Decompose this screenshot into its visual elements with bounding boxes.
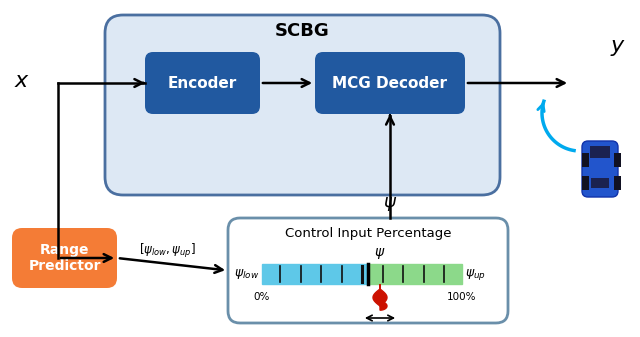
Bar xyxy=(614,153,621,167)
FancyBboxPatch shape xyxy=(145,52,260,114)
FancyBboxPatch shape xyxy=(12,228,117,288)
Polygon shape xyxy=(373,284,387,310)
FancyBboxPatch shape xyxy=(228,218,508,323)
Text: $\psi_{low}$: $\psi_{low}$ xyxy=(234,267,259,281)
Bar xyxy=(582,153,589,167)
Bar xyxy=(591,178,609,188)
Text: $y$: $y$ xyxy=(610,38,626,58)
Text: SCBG: SCBG xyxy=(275,22,330,40)
Text: $\psi$: $\psi$ xyxy=(383,195,397,213)
Text: $\psi$: $\psi$ xyxy=(374,246,386,261)
Bar xyxy=(368,264,462,284)
Bar xyxy=(614,176,621,190)
Bar xyxy=(590,146,610,158)
Text: 100%: 100% xyxy=(447,292,477,302)
FancyBboxPatch shape xyxy=(105,15,500,195)
Text: $\psi_{up}$: $\psi_{up}$ xyxy=(465,267,486,281)
Bar xyxy=(262,264,368,284)
Text: $[\psi_{low},\psi_{up}]$: $[\psi_{low},\psi_{up}]$ xyxy=(139,243,196,261)
FancyBboxPatch shape xyxy=(582,141,618,197)
Bar xyxy=(582,176,589,190)
Text: Encoder: Encoder xyxy=(168,75,237,91)
Text: 0%: 0% xyxy=(254,292,270,302)
FancyBboxPatch shape xyxy=(315,52,465,114)
Text: MCG Decoder: MCG Decoder xyxy=(333,75,447,91)
Text: Range
Predictor: Range Predictor xyxy=(28,243,100,273)
Text: Control Input Percentage: Control Input Percentage xyxy=(285,227,451,241)
Text: $x$: $x$ xyxy=(14,71,30,91)
